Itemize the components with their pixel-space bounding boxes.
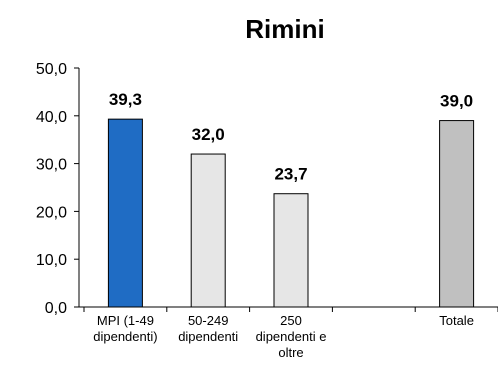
- y-tick-label: 30,0: [36, 157, 67, 174]
- x-tick-label: Totale: [439, 313, 474, 328]
- bar: [190, 153, 226, 308]
- data-label: 32,0: [192, 125, 225, 144]
- bar: [439, 120, 475, 308]
- y-tick-label: 50,0: [36, 61, 67, 78]
- bar: [107, 118, 143, 308]
- data-label: 23,7: [274, 165, 307, 184]
- y-tick-label: 20,0: [36, 204, 67, 221]
- y-tick-label: 10,0: [36, 252, 67, 269]
- y-tick-label: 40,0: [36, 109, 67, 126]
- x-tick-label: 50-249 dipendenti: [178, 313, 238, 344]
- data-labels: 39,3 32,0 23,7 39,0: [109, 90, 473, 184]
- bars: [107, 118, 475, 308]
- bar: [273, 193, 309, 308]
- x-tick-label: MPI (1-49 dipendenti): [93, 313, 157, 344]
- y-tick-label: 0,0: [45, 300, 67, 317]
- x-tick-label: 250 dipendenti e oltre: [256, 313, 327, 360]
- data-label: 39,0: [440, 92, 473, 111]
- chart-title: Rimini: [245, 14, 324, 44]
- data-label: 39,3: [109, 90, 142, 109]
- y-ticks: 0,0 10,0 20,0 30,0 40,0 50,0: [36, 61, 79, 317]
- x-ticks: MPI (1-49 dipendenti) 50-249 dipendenti 250 d…: [83, 307, 498, 360]
